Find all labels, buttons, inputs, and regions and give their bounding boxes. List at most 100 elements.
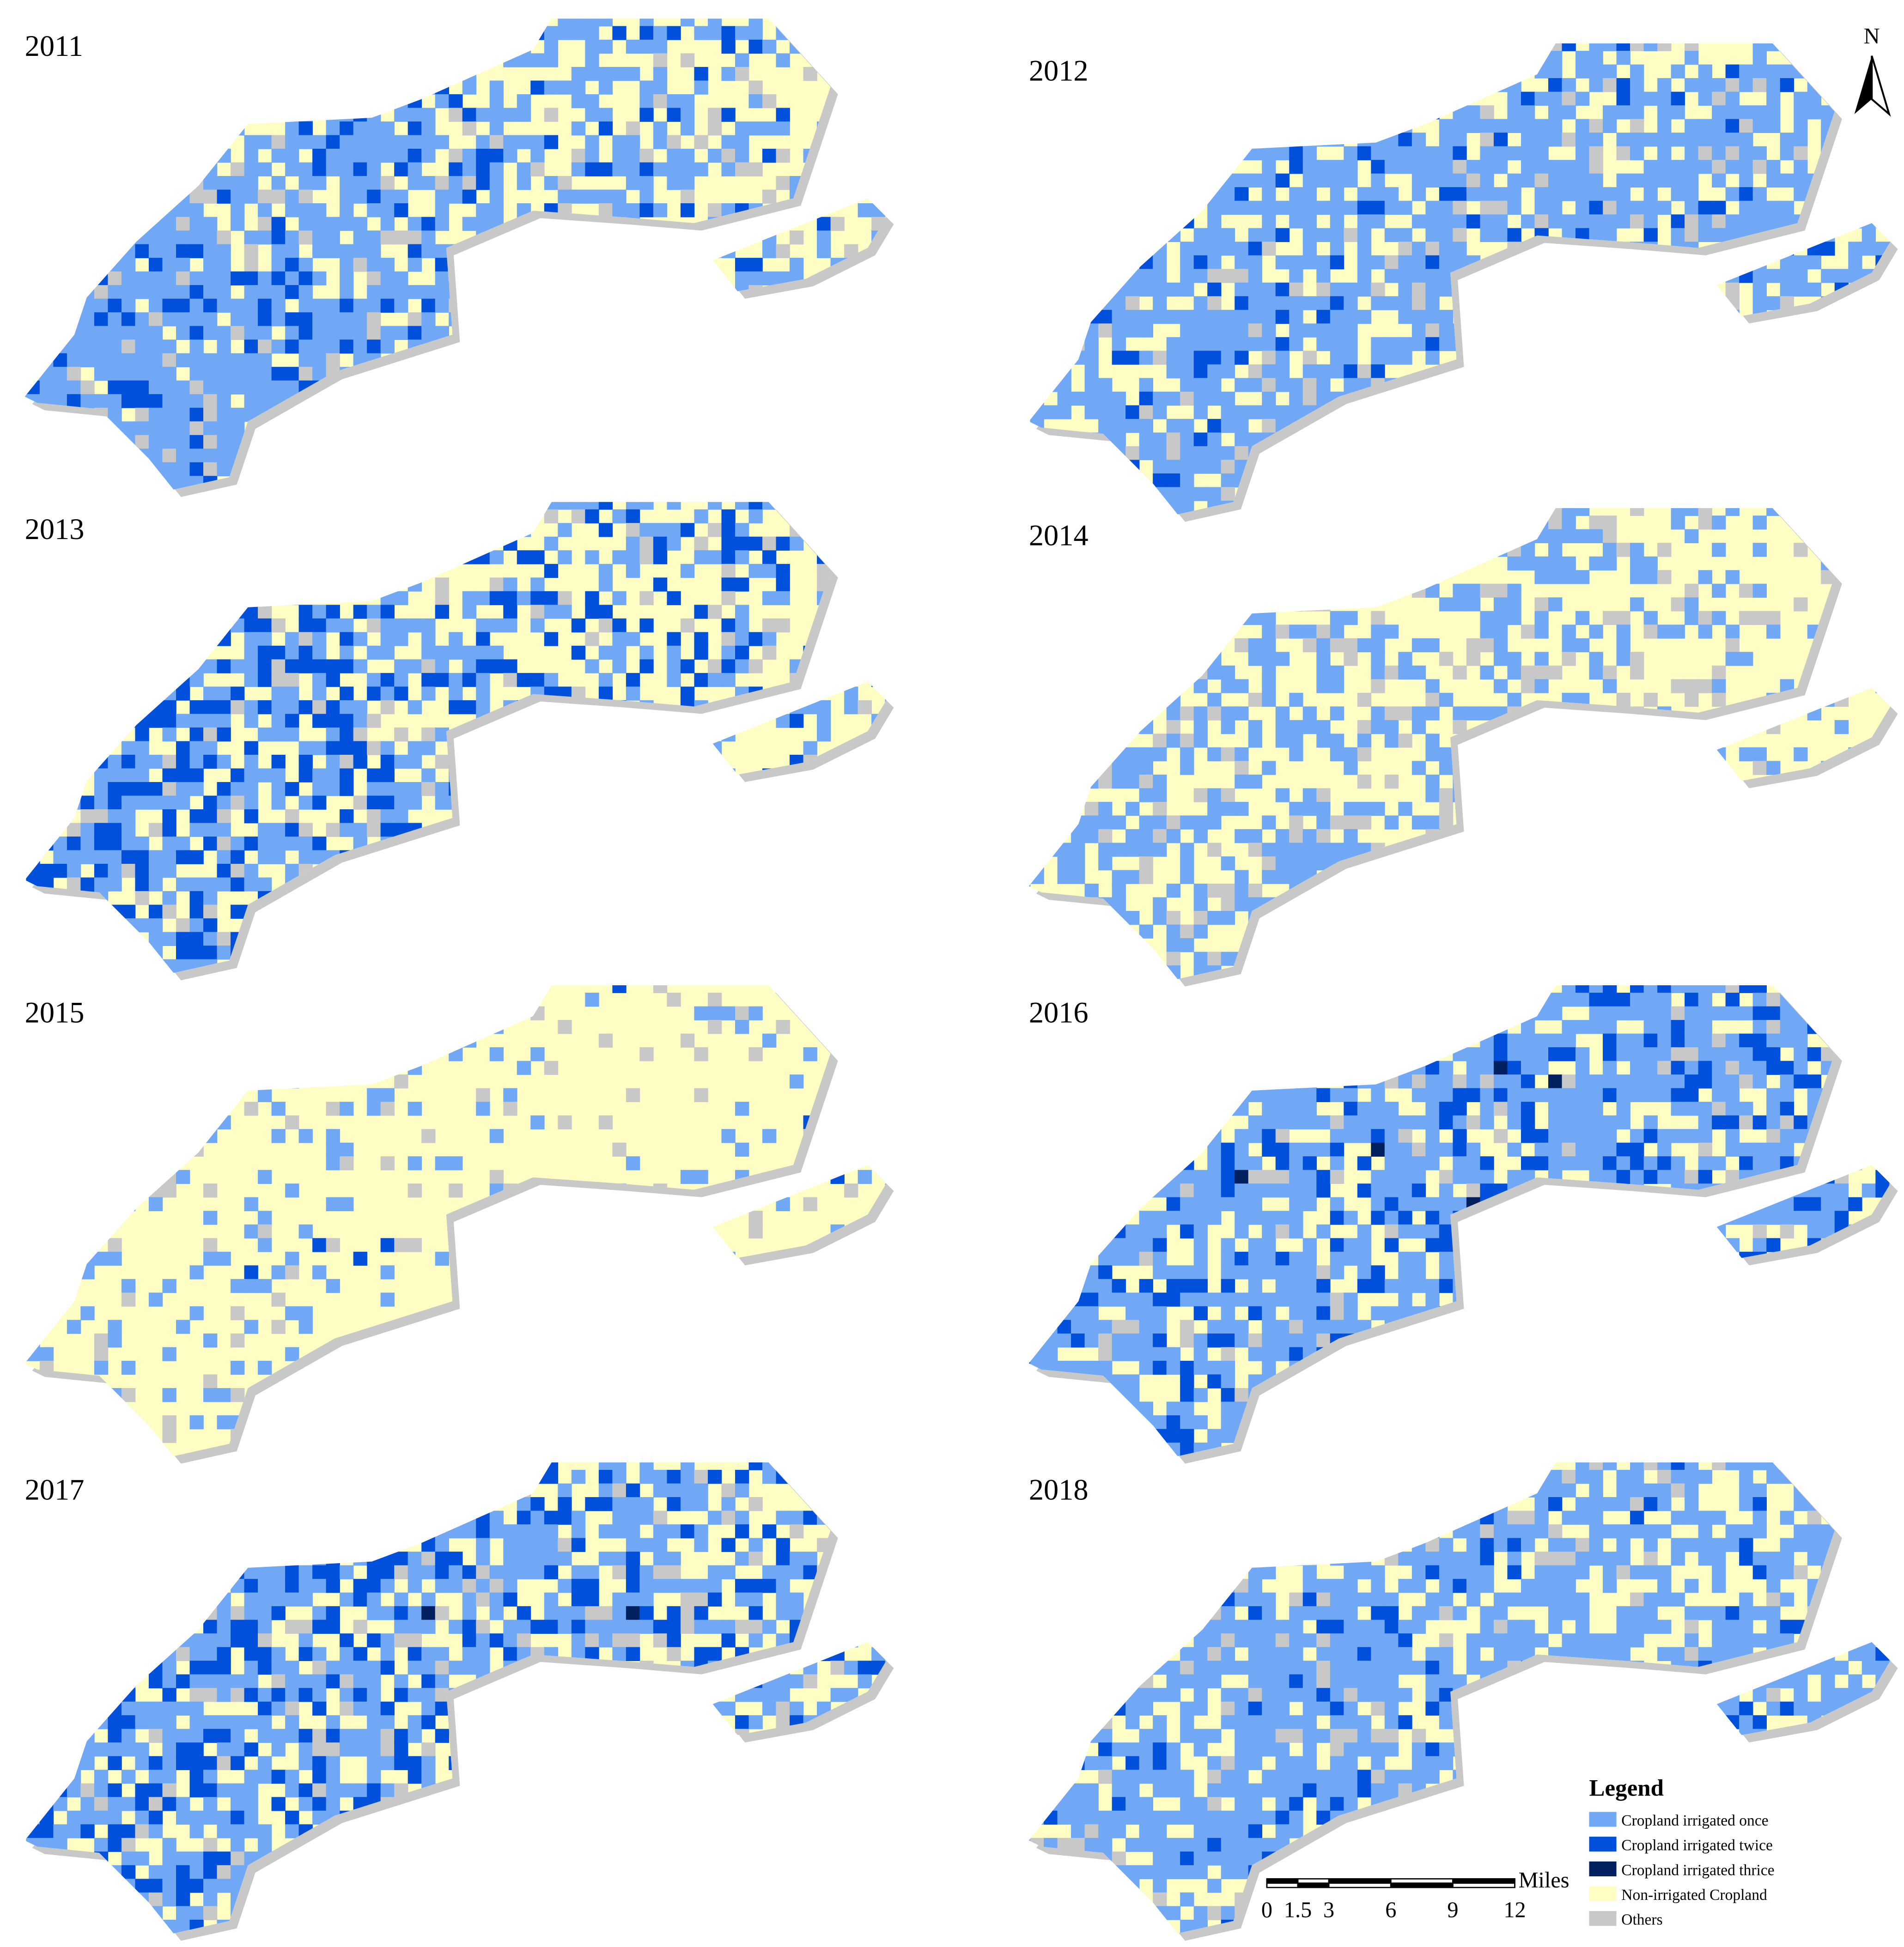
pixel: [1330, 323, 1344, 338]
pixel: [258, 632, 272, 646]
pixel: [1112, 242, 1126, 256]
pixel: [53, 80, 67, 95]
pixel: [1398, 337, 1412, 352]
pixel: [285, 285, 299, 299]
pixel: [67, 394, 81, 408]
pixel: [1507, 200, 1521, 215]
pixel: [830, 795, 845, 810]
pixel: [108, 271, 122, 285]
pixel: [121, 741, 136, 755]
pixel: [1739, 146, 1753, 160]
pixel: [1139, 829, 1153, 843]
pixel: [653, 53, 668, 67]
pixel: [1521, 214, 1535, 229]
pixel: [1180, 843, 1194, 857]
pixel: [1521, 337, 1535, 352]
pixel: [285, 189, 299, 204]
pixel: [612, 271, 627, 285]
pixel: [1098, 815, 1113, 830]
pixel: [421, 353, 436, 368]
pixel: [1139, 378, 1153, 392]
pixel: [1821, 378, 1835, 392]
pixel: [1480, 200, 1494, 215]
pixel: [217, 80, 231, 95]
pixel: [24, 80, 27, 95]
pixel: [1344, 514, 1358, 515]
pixel: [1302, 242, 1317, 256]
pixel: [885, 340, 887, 354]
pixel: [694, 673, 708, 687]
pixel: [312, 918, 327, 933]
pixel: [1698, 487, 1712, 501]
pixel: [544, 462, 559, 477]
pixel: [1057, 761, 1071, 775]
pixel: [1071, 500, 1085, 515]
pixel: [707, 550, 722, 564]
pixel: [585, 490, 599, 503]
pixel: [135, 714, 149, 728]
pixel: [298, 94, 313, 109]
pixel: [1371, 146, 1385, 160]
pixel: [639, 94, 654, 109]
pixel: [67, 700, 81, 715]
pixel: [735, 258, 749, 272]
pixel: [244, 741, 258, 755]
pixel: [340, 394, 354, 408]
pixel: [1125, 843, 1140, 857]
pixel: [39, 108, 54, 122]
pixel: [489, 135, 504, 149]
pixel: [517, 162, 531, 176]
pixel: [1030, 446, 1044, 461]
pixel: [1084, 133, 1099, 147]
pixel: [203, 618, 218, 633]
pixel: [121, 230, 136, 245]
pixel: [217, 877, 231, 892]
pixel: [1425, 282, 1440, 297]
pixel: [80, 108, 95, 122]
pixel: [530, 149, 545, 163]
pixel: [626, 932, 640, 946]
pixel: [1562, 323, 1576, 338]
pixel: [1643, 269, 1658, 283]
pixel: [24, 523, 27, 537]
pixel: [1889, 487, 1891, 501]
pixel: [830, 53, 845, 67]
pixel: [353, 946, 367, 960]
pixel: [1507, 419, 1521, 433]
pixel: [353, 973, 367, 987]
pixel: [258, 394, 272, 408]
pixel: [544, 877, 559, 892]
pixel: [271, 686, 286, 701]
pixel: [203, 536, 218, 551]
pixel: [1807, 364, 1822, 379]
pixel: [148, 476, 163, 490]
pixel: [176, 877, 190, 892]
pixel: [735, 298, 749, 313]
pixel: [1875, 351, 1890, 365]
pixel: [1028, 364, 1031, 379]
pixel: [53, 271, 67, 285]
pixel: [94, 449, 109, 463]
pixel: [1316, 269, 1331, 283]
pixel: [203, 741, 218, 755]
pixel: [1028, 924, 1031, 939]
pixel: [421, 312, 436, 327]
pixel: [1521, 473, 1535, 488]
pixel: [162, 577, 176, 592]
pixel: [1071, 133, 1085, 147]
pixel: [435, 673, 450, 687]
pixel: [1616, 105, 1630, 120]
pixel: [1548, 133, 1563, 147]
pixel: [571, 67, 586, 81]
pixel: [1180, 419, 1194, 433]
pixel: [1807, 282, 1822, 297]
pixel: [1534, 378, 1549, 392]
pixel: [1398, 255, 1412, 270]
pixel: [1071, 611, 1085, 625]
pixel: [476, 217, 490, 231]
pixel: [121, 476, 136, 490]
pixel: [26, 741, 40, 755]
pixel: [1125, 51, 1140, 65]
pixel: [626, 727, 640, 742]
pixel: [1153, 843, 1167, 857]
